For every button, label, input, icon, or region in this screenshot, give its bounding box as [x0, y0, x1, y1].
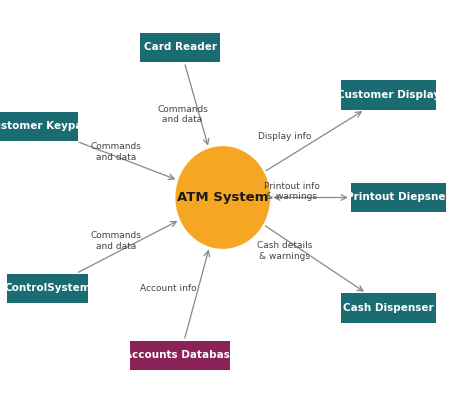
Text: Cash details
& warnings: Cash details & warnings — [257, 241, 312, 261]
Text: Card Reader: Card Reader — [144, 42, 217, 53]
Text: Display info: Display info — [258, 132, 311, 141]
Text: ATM System: ATM System — [177, 191, 268, 204]
Text: Commands
and data: Commands and data — [91, 231, 142, 251]
FancyBboxPatch shape — [130, 340, 230, 371]
Text: Commands
and data: Commands and data — [157, 105, 208, 124]
Text: Accounts Database: Accounts Database — [124, 350, 237, 361]
Text: ControlSystem: ControlSystem — [4, 283, 91, 293]
FancyBboxPatch shape — [341, 293, 436, 323]
Text: Customer Keypad: Customer Keypad — [0, 121, 90, 132]
FancyBboxPatch shape — [351, 182, 446, 213]
Text: Printout info
& warnings: Printout info & warnings — [264, 182, 319, 201]
Ellipse shape — [175, 146, 270, 249]
Text: Customer Display: Customer Display — [337, 90, 440, 100]
Text: Cash Dispenser: Cash Dispenser — [343, 303, 434, 313]
FancyBboxPatch shape — [341, 80, 436, 109]
Text: Commands
and data: Commands and data — [91, 142, 142, 162]
Text: Printout Diepsner: Printout Diepsner — [346, 192, 450, 203]
FancyBboxPatch shape — [0, 111, 78, 141]
FancyBboxPatch shape — [140, 33, 220, 62]
FancyBboxPatch shape — [7, 273, 88, 303]
Text: Account info: Account info — [140, 284, 197, 293]
